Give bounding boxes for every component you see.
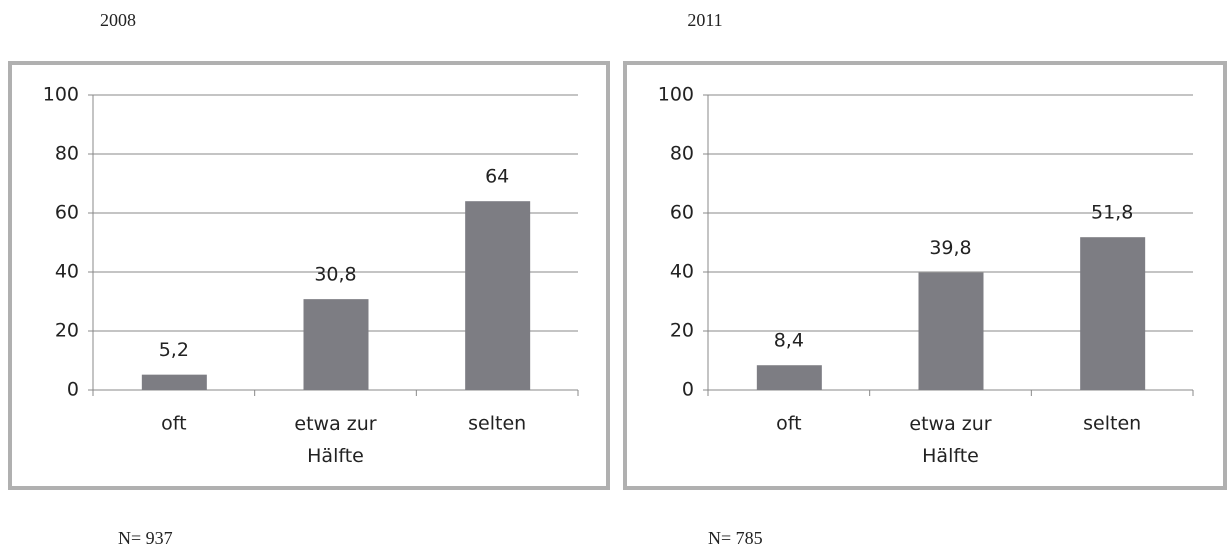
y-tick-label: 20 <box>670 320 694 342</box>
chart-title: 2008 <box>100 10 136 30</box>
data-label: 39,8 <box>929 237 971 259</box>
y-tick-label: 100 <box>43 84 79 106</box>
y-tick-label: 20 <box>55 320 79 342</box>
x-tick-label: oft <box>161 413 186 435</box>
label-line: Hälfte <box>307 445 364 467</box>
bar <box>756 365 822 390</box>
x-tick-label: selten <box>468 413 526 435</box>
y-tick-label: 80 <box>55 143 79 165</box>
x-tick-label: etwa zur Hälfte <box>909 413 991 467</box>
bar <box>303 299 369 390</box>
y-tick-label: 100 <box>658 84 694 106</box>
y-tick-label: 40 <box>55 261 79 283</box>
y-tick-label: 0 <box>682 379 694 401</box>
bar <box>465 201 531 390</box>
label-line: Hälfte <box>922 445 979 467</box>
x-tick-label: selten <box>1083 413 1141 435</box>
data-label: 5,2 <box>159 339 189 361</box>
note: N= 785 <box>708 528 763 548</box>
label-line: etwa zur <box>294 413 376 435</box>
y-tick-label: 60 <box>670 202 694 224</box>
y-tick-label: 60 <box>55 202 79 224</box>
note: N= 937 <box>118 528 173 548</box>
x-tick-label: oft <box>776 413 801 435</box>
y-tick-label: 40 <box>670 261 694 283</box>
y-tick-label: 80 <box>670 143 694 165</box>
label-line: etwa zur <box>909 413 991 435</box>
chart-title: 2011 <box>687 10 722 30</box>
bar <box>918 272 984 390</box>
data-label: 64 <box>485 166 509 188</box>
x-tick-label: etwa zur Hälfte <box>294 413 376 467</box>
data-label: 8,4 <box>774 330 804 352</box>
data-label: 30,8 <box>314 264 356 286</box>
bar <box>1080 237 1146 390</box>
bar <box>141 374 207 390</box>
y-tick-label: 0 <box>67 379 79 401</box>
data-label: 51,8 <box>1091 202 1133 224</box>
